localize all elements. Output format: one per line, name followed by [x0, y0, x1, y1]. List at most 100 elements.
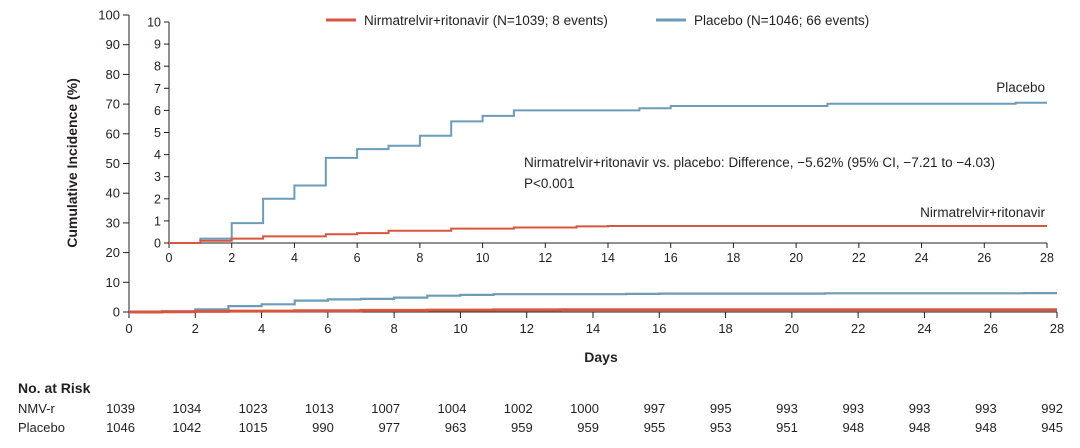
risk-value-nmv: 993	[842, 401, 864, 416]
risk-value-nmv: 1034	[172, 401, 201, 416]
inset-y-tick-label: 3	[154, 170, 161, 184]
series-label-nirmatrelvir: Nirmatrelvir+ritonavir	[920, 205, 1045, 220]
risk-value-nmv: 1007	[371, 401, 400, 416]
risk-value-nmv: 992	[1041, 401, 1063, 416]
series-label-placebo: Placebo	[996, 80, 1045, 95]
risk-value-nmv: 993	[776, 401, 798, 416]
inset-x-tick-label: 18	[726, 251, 740, 265]
main-x-tick-label: 18	[718, 321, 732, 336]
risk-value-nmv: 997	[644, 401, 666, 416]
risk-table-title: No. at Risk	[18, 380, 91, 396]
risk-value-placebo: 963	[445, 420, 467, 435]
main-y-tick-label: 80	[106, 67, 120, 82]
main-plot-series	[129, 292, 1057, 314]
risk-value-placebo: 990	[312, 420, 334, 435]
inset-x-tick-label: 22	[852, 251, 866, 265]
risk-value-nmv: 1000	[570, 401, 599, 416]
risk-value-nmv: 1023	[239, 401, 268, 416]
inset-y-tick-label: 10	[147, 16, 161, 30]
main-x-tick-label: 0	[125, 321, 132, 336]
inset-x-tick-label: 10	[476, 251, 490, 265]
legend: Nirmatrelvir+ritonavir (N=1039; 8 events…	[326, 13, 869, 28]
main-y-tick-label: 20	[106, 245, 120, 260]
inset-x-tick-label: 16	[664, 251, 678, 265]
inset-x-tick-label: 28	[1040, 251, 1054, 265]
inset-y-tick-label: 6	[154, 104, 161, 118]
main-y-tick-label: 10	[106, 275, 120, 290]
inset-x-tick-label: 20	[789, 251, 803, 265]
main-x-tick-label: 2	[192, 321, 199, 336]
risk-value-nmv: 1013	[305, 401, 334, 416]
risk-value-placebo: 945	[1041, 420, 1063, 435]
main-x-tick-label: 14	[586, 321, 600, 336]
main-x-tick-label: 4	[258, 321, 265, 336]
inset-x-tick-label: 4	[291, 251, 298, 265]
main-y-tick-label: 60	[106, 126, 120, 141]
inset-plot-series	[169, 101, 1047, 244]
inset-y-tick-label: 2	[154, 192, 161, 206]
risk-value-placebo: 1046	[106, 420, 135, 435]
number-at-risk-table: No. at Risk NMV-r Placebo 1039 1034 1023 10…	[18, 380, 1063, 435]
main-x-tick-label: 20	[785, 321, 799, 336]
main-y-tick-label: 0	[113, 305, 120, 320]
main-series-line-placebo	[129, 292, 1057, 314]
risk-value-placebo: 955	[644, 420, 666, 435]
inset-y-tick-label: 7	[154, 82, 161, 96]
risk-value-nmv: 1004	[438, 401, 467, 416]
main-series-line-nirmatrelvir	[129, 308, 1057, 314]
risk-value-placebo: 953	[710, 420, 732, 435]
inset-y-tick-label: 9	[154, 38, 161, 52]
inset-y-tick-label: 1	[154, 214, 161, 228]
main-x-tick-label: 26	[983, 321, 997, 336]
main-x-tick-label: 16	[652, 321, 666, 336]
risk-value-placebo: 959	[577, 420, 599, 435]
risk-value-placebo: 948	[842, 420, 864, 435]
inset-x-tick-label: 12	[538, 251, 552, 265]
main-x-tick-label: 24	[917, 321, 931, 336]
inset-y-tick-label: 8	[154, 60, 161, 74]
main-x-tick-label: 10	[453, 321, 467, 336]
main-y-tick-label: 70	[106, 97, 120, 112]
p-value-annotation: P<0.001	[524, 176, 575, 191]
y-axis-title: Cumulative Incidence (%)	[64, 78, 80, 248]
main-x-tick-label: 28	[1050, 321, 1064, 336]
legend-label-nirmatrelvir: Nirmatrelvir+ritonavir (N=1039; 8 events…	[364, 13, 608, 28]
inset-series-line-placebo	[169, 101, 1047, 244]
main-y-tick-label: 40	[106, 186, 120, 201]
inset-background	[139, 12, 1053, 265]
risk-value-nmv: 993	[975, 401, 997, 416]
inset-x-tick-label: 2	[228, 251, 235, 265]
main-x-tick-label: 22	[851, 321, 865, 336]
main-y-tick-label: 100	[98, 8, 120, 23]
risk-value-placebo: 951	[776, 420, 798, 435]
x-axis-title: Days	[584, 349, 618, 365]
inset-y-tick-label: 4	[154, 148, 161, 162]
inset-x-tick-label: 14	[601, 251, 615, 265]
risk-value-placebo: 977	[378, 420, 400, 435]
inset-y-tick-label: 0	[154, 237, 161, 251]
risk-value-nmv: 993	[909, 401, 931, 416]
main-x-tick-label: 12	[519, 321, 533, 336]
inset-x-tick-label: 26	[977, 251, 991, 265]
main-y-tick-label: 50	[106, 156, 120, 171]
main-y-tick-label: 30	[106, 215, 120, 230]
risk-row-label-nmv: NMV-r	[18, 401, 56, 416]
inset-x-tick-label: 24	[915, 251, 929, 265]
risk-row-label-placebo: Placebo	[18, 420, 65, 435]
risk-value-nmv: 1002	[504, 401, 533, 416]
risk-value-placebo: 1042	[172, 420, 201, 435]
legend-label-placebo: Placebo (N=1046; 66 events)	[694, 13, 869, 28]
inset-x-tick-label: 8	[416, 251, 423, 265]
difference-annotation: Nirmatrelvir+ritonavir vs. placebo: Diff…	[524, 155, 995, 170]
risk-value-nmv: 1039	[106, 401, 135, 416]
risk-value-placebo: 948	[909, 420, 931, 435]
risk-value-placebo: 959	[511, 420, 533, 435]
inset-y-tick-label: 5	[154, 126, 161, 140]
inset-x-tick-label: 6	[354, 251, 361, 265]
main-x-tick-label: 6	[324, 321, 331, 336]
risk-value-placebo: 1015	[239, 420, 268, 435]
risk-value-placebo: 948	[975, 420, 997, 435]
